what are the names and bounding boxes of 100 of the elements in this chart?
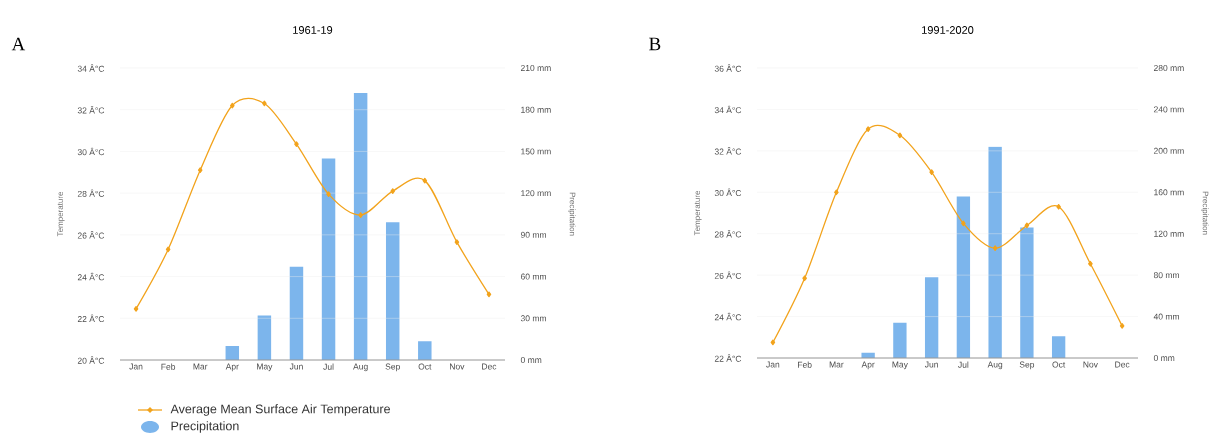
y2-tick-label: 280 mm [1153, 65, 1184, 71]
point [770, 339, 776, 346]
point [1056, 203, 1061, 210]
x-tick-label: Jul [323, 363, 334, 370]
point [165, 246, 171, 253]
x-tick-label: Jul [958, 361, 969, 368]
point [929, 169, 934, 176]
x-tick-label: Jun [289, 363, 303, 370]
bar [385, 222, 400, 360]
y-tick-label: 22 Â°C [714, 354, 742, 362]
legend-label: Average Mean Surface Air Temperature [170, 404, 390, 416]
bar [321, 158, 336, 360]
point [133, 306, 139, 312]
x-tick-label: Aug [353, 363, 368, 372]
bar [988, 146, 1002, 358]
point [262, 100, 267, 107]
point [358, 212, 363, 218]
x-tick-label: Nov [450, 363, 465, 370]
y-tick-label: 32 Â°C [714, 147, 742, 155]
y-tick-label: 20 Â°C [77, 356, 105, 364]
y2-tick-label: 90 mm [520, 231, 546, 238]
bar [289, 266, 304, 360]
x-tick-label: Apr [225, 363, 239, 372]
x-tick-label: Dec [1115, 361, 1130, 368]
point [197, 167, 203, 174]
x-tick-label: Mar [193, 363, 208, 370]
bar [418, 341, 432, 360]
y2-tick-label: 210 mm [520, 64, 551, 71]
point [1119, 323, 1125, 329]
x-tick-label: May [257, 363, 273, 372]
point [834, 189, 839, 196]
x-tick-label: Jan [129, 363, 143, 370]
y-tick-label: 28 Â°C [714, 229, 742, 238]
y2-tick-label: 0 mm [1153, 355, 1175, 361]
point [897, 132, 903, 139]
point [865, 126, 871, 132]
point [326, 191, 331, 198]
y-tick-label: 34 Â°C [77, 64, 105, 72]
y2-tick-label: 80 mm [1153, 272, 1179, 279]
x-tick-label: Jan [766, 361, 780, 368]
bar [225, 346, 240, 360]
bar [1020, 227, 1034, 358]
y-tick-label: 32 Â°C [77, 105, 105, 114]
chart-title: 1991-2020 [922, 26, 974, 34]
bar [956, 196, 971, 358]
x-tick-label: Sep [1019, 361, 1035, 370]
point [422, 177, 428, 184]
x-tick-label: Apr [861, 361, 875, 370]
point [961, 220, 966, 227]
point [230, 102, 235, 109]
bar [257, 315, 272, 360]
y-tick-label: 26 Â°C [77, 231, 105, 239]
y2-tick-label: 160 mm [1154, 189, 1184, 196]
y-tick-label: 22 Â°C [77, 314, 105, 323]
y2-tick-label: 60 mm [520, 273, 546, 280]
text: B [649, 37, 661, 51]
point [390, 188, 396, 194]
y-tick-label: 24 Â°C [714, 312, 742, 321]
y-tick-label: 34 Â°C [714, 105, 742, 114]
x-tick-label: Mar [829, 361, 844, 368]
y-tick-label: 30 Â°C [77, 147, 105, 156]
y-axis-title: Temperature [57, 191, 65, 237]
point [486, 291, 492, 298]
y-tick-label: 36 Â°C [714, 64, 742, 72]
point [992, 245, 998, 252]
bar [924, 277, 939, 358]
point [1088, 260, 1093, 267]
x-tick-label: Jun [924, 361, 938, 368]
x-tick-label: Oct [418, 363, 432, 370]
chart-title: 1961-19 [293, 26, 333, 34]
x-tick-label: Feb [798, 361, 812, 368]
y2-axis-title: Precipitation [568, 192, 576, 236]
y2-tick-label: 40 mm [1153, 313, 1179, 320]
x-tick-label: Sep [385, 363, 400, 372]
y2-tick-label: 120 mm [1154, 230, 1184, 237]
y2-tick-label: 30 mm [520, 315, 546, 322]
x-tick-label: Dec [482, 363, 497, 370]
text: A [11, 37, 26, 51]
point [294, 141, 299, 147]
y2-tick-label: 240 mm [1153, 106, 1184, 113]
bar [893, 322, 907, 358]
y2-tick-label: 200 mm [1153, 147, 1184, 154]
y-tick-label: 26 Â°C [714, 271, 742, 279]
bar [1051, 336, 1066, 358]
y-tick-label: 30 Â°C [714, 188, 742, 197]
y2-tick-label: 120 mm [521, 190, 551, 197]
y2-tick-label: 150 mm [521, 148, 551, 155]
x-tick-label: Feb [161, 363, 176, 370]
y-tick-label: 24 Â°C [77, 272, 105, 281]
y2-tick-label: 180 mm [521, 106, 551, 113]
x-tick-label: Oct [1052, 361, 1066, 368]
point [454, 239, 460, 245]
y-axis-title: Temperature [694, 190, 702, 236]
point [1024, 222, 1030, 229]
x-tick-label: Aug [987, 361, 1003, 370]
x-tick-label: May [892, 361, 908, 370]
legend-label: Precipitation [171, 421, 239, 433]
point [802, 275, 807, 282]
y-tick-label: 28 Â°C [77, 189, 105, 197]
y2-tick-label: 0 mm [520, 357, 542, 363]
